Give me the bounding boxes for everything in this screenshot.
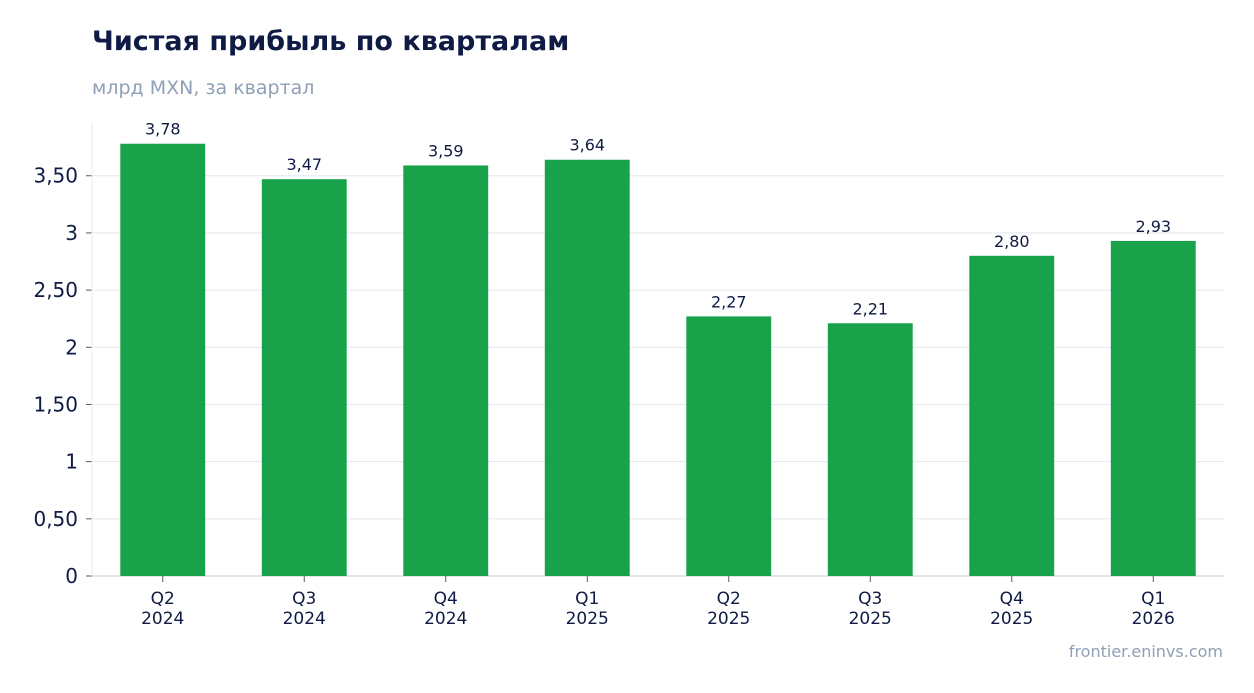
- bars-layer: [120, 143, 1196, 577]
- chart-title: Чистая прибыль по кварталам: [92, 26, 570, 57]
- axis-layer: 00,5011,5022,5033,50Q22024Q32024Q42024Q1…: [33, 122, 1224, 629]
- x-tick-label: 2024: [283, 609, 326, 629]
- x-tick-label: Q4: [434, 589, 458, 609]
- y-tick-label: 3,50: [33, 164, 78, 188]
- bar: [969, 255, 1055, 576]
- bar: [261, 179, 347, 577]
- bar-value-label: 3,64: [569, 136, 605, 155]
- x-tick-label: 2025: [990, 609, 1033, 629]
- x-tick-label: 2025: [849, 609, 892, 629]
- bar: [544, 159, 630, 576]
- y-tick-label: 2: [65, 335, 78, 359]
- bar-value-label: 2,80: [994, 232, 1030, 251]
- x-tick-label: 2025: [566, 609, 609, 629]
- x-tick-label: Q4: [1000, 589, 1024, 609]
- chart-subtitle: млрд MXN, за квартал: [92, 77, 315, 99]
- x-tick-label: 2026: [1132, 609, 1175, 629]
- x-tick-label: Q1: [575, 589, 599, 609]
- bar-value-label: 3,78: [145, 120, 181, 139]
- x-tick-label: 2025: [707, 609, 750, 629]
- bar-value-label: 2,27: [711, 292, 747, 311]
- bar: [403, 165, 489, 576]
- y-tick-label: 0,50: [33, 507, 78, 531]
- x-tick-label: Q2: [717, 589, 741, 609]
- x-tick-label: Q3: [858, 589, 882, 609]
- bar: [1110, 240, 1196, 576]
- bar: [827, 323, 913, 576]
- y-tick-label: 2,50: [33, 278, 78, 302]
- bar-value-label: 3,59: [428, 141, 464, 160]
- x-tick-label: 2024: [424, 609, 467, 629]
- bar-value-label: 2,93: [1135, 217, 1171, 236]
- y-tick-label: 0: [65, 564, 78, 588]
- bar: [120, 143, 206, 576]
- x-tick-label: Q1: [1141, 589, 1165, 609]
- bar-value-label: 2,21: [852, 299, 888, 318]
- source-credit: frontier.eninvs.com: [1068, 642, 1223, 661]
- x-tick-label: Q3: [292, 589, 316, 609]
- x-tick-label: 2024: [141, 609, 184, 629]
- y-tick-label: 3: [65, 221, 78, 245]
- bar: [686, 316, 772, 576]
- bar-value-label: 3,47: [286, 155, 322, 174]
- x-tick-label: Q2: [151, 589, 175, 609]
- y-tick-label: 1: [65, 450, 78, 474]
- labels-layer: 3,78 3,47 3,59 3,64 2,27 2,21 2,80 2,93: [145, 120, 1171, 319]
- y-tick-label: 1,50: [33, 392, 78, 416]
